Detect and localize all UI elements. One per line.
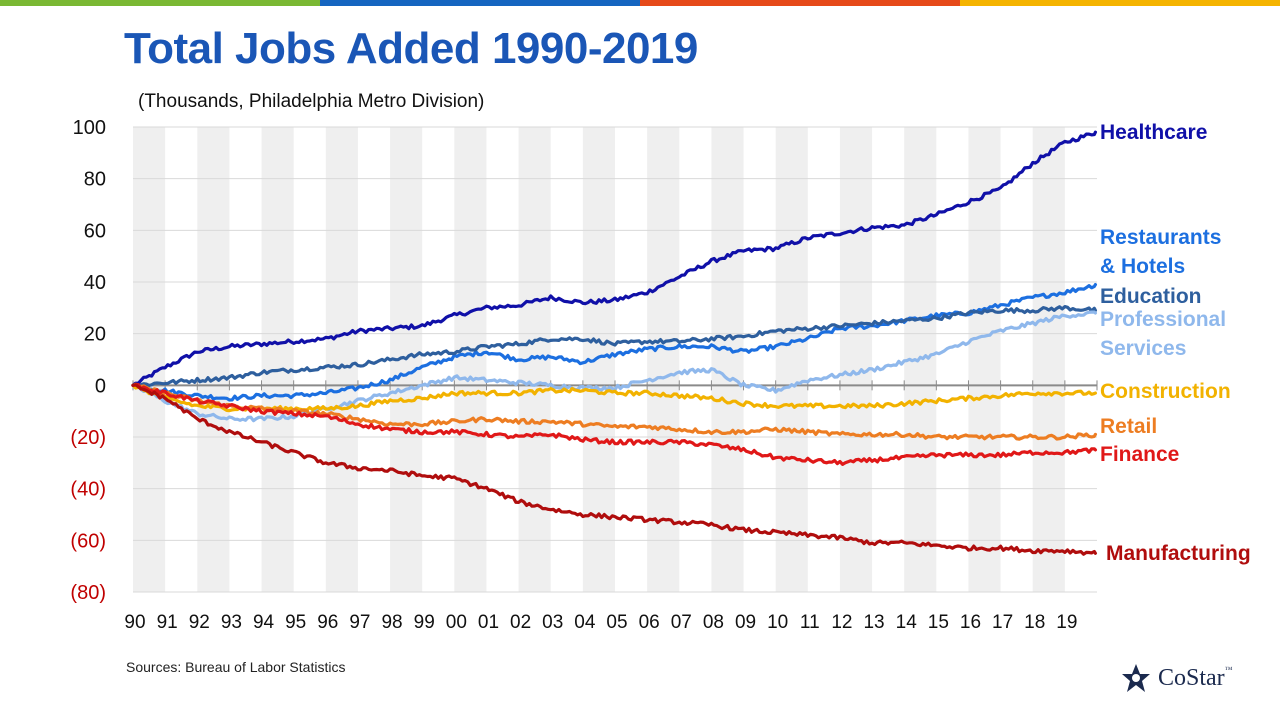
x-tick-label: 91 [157, 612, 178, 633]
series-label-line: Finance [1100, 443, 1179, 466]
series-label-line: Retail [1100, 415, 1157, 438]
y-tick-label: 80 [84, 169, 106, 191]
series-label-restaurants-hotels: Restaurants & Hotels [1100, 226, 1221, 278]
year-band [1032, 127, 1065, 592]
x-tick-label: 16 [960, 612, 981, 633]
x-tick-label: 13 [863, 612, 884, 633]
top-accent-yellow [960, 0, 1280, 6]
x-tick-label: 97 [349, 612, 370, 633]
x-tick-label: 01 [478, 612, 499, 633]
x-tick-label: 99 [414, 612, 435, 633]
costar-logo: CoStar™ [1120, 662, 1233, 694]
x-tick-label: 06 [639, 612, 660, 633]
series-label-professional-services: Professional Services [1100, 308, 1226, 360]
top-accent-green [0, 0, 320, 6]
x-tick-label: 07 [671, 612, 692, 633]
series-line-manufacturing [131, 383, 1098, 556]
x-tick-label: 96 [317, 612, 338, 633]
source-note: Sources: Bureau of Labor Statistics [126, 659, 346, 675]
top-accent-blue [320, 0, 640, 6]
series-line-restaurants-hotels [131, 283, 1098, 402]
year-band [968, 127, 1001, 592]
series-label-line: Restaurants [1100, 226, 1221, 249]
series-label-line: Services [1100, 337, 1186, 360]
series-label-line: Professional [1100, 308, 1226, 331]
year-band [775, 127, 808, 592]
year-band [325, 127, 358, 592]
x-tick-label: 12 [831, 612, 852, 633]
series-labels: Healthcare Restaurants & Hotels EducationPr… [1100, 121, 1251, 565]
x-tick-label: 93 [221, 612, 242, 633]
series-label-line: Healthcare [1100, 121, 1207, 144]
y-tick-label: (80) [70, 582, 106, 604]
series-label-education: Education [1100, 285, 1202, 308]
y-tick-label: 40 [84, 272, 106, 294]
y-tick-label: (20) [70, 427, 106, 449]
x-tick-label: 94 [253, 612, 275, 633]
series-label-line: & Hotels [1100, 255, 1185, 278]
x-tick-label: 09 [735, 612, 756, 633]
x-tick-label: 15 [928, 612, 949, 633]
year-band [711, 127, 744, 592]
x-tick-label: 90 [124, 612, 145, 633]
series-label-line: Education [1100, 285, 1202, 308]
x-tick-label: 08 [703, 612, 724, 633]
year-bands [133, 127, 1065, 592]
chart-title: Total Jobs Added 1990-2019 [124, 24, 698, 73]
year-band [454, 127, 487, 592]
x-axis-ticks: 90 91 92 93 94 95 96 97 98 99 00 01 02 03 04 05 06 07 08 09… [124, 612, 1077, 633]
series-line-retail [131, 382, 1098, 441]
x-tick-label: 03 [542, 612, 563, 633]
y-tick-label: (60) [70, 530, 106, 552]
year-band [197, 127, 230, 592]
y-tick-label: 100 [73, 117, 106, 139]
logo-wordmark: CoStar™ [1158, 664, 1233, 691]
x-tick-label: 18 [1024, 612, 1045, 633]
x-tick-label: 17 [992, 612, 1013, 633]
year-band [647, 127, 680, 592]
series-label-manufacturing: Manufacturing [1106, 542, 1251, 565]
x-tick-label: 10 [767, 612, 788, 633]
year-band [133, 127, 166, 592]
x-tick-label: 95 [285, 612, 306, 633]
series-label-construction: Construction [1100, 380, 1231, 403]
series-label-retail: Retail [1100, 415, 1157, 438]
gridlines [132, 126, 1098, 593]
y-tick-label: (40) [70, 479, 106, 501]
top-accent-orange [640, 0, 960, 6]
series-line-education [131, 305, 1098, 388]
x-tick-label: 19 [1056, 612, 1077, 633]
year-band [261, 127, 294, 592]
series-line-finance [131, 383, 1098, 466]
costar-star-icon [1122, 664, 1150, 692]
chart-subtitle: (Thousands, Philadelphia Metro Division) [138, 91, 485, 112]
x-tick-label: 14 [896, 612, 918, 633]
y-axis-ticks: 100 80 60 40 20 0 (20) (40) (60) (80) [70, 117, 106, 604]
series-label-line: Manufacturing [1106, 542, 1251, 565]
x-tick-label: 05 [606, 612, 627, 633]
y-tick-label: 60 [84, 220, 106, 242]
x-tick-label: 02 [510, 612, 531, 633]
x-tick-label: 11 [800, 612, 820, 633]
x-tick-label: 98 [381, 612, 402, 633]
year-band [839, 127, 873, 592]
series-line-healthcare [131, 130, 1098, 387]
series-label-healthcare: Healthcare [1100, 121, 1207, 144]
x-tick-label: 00 [446, 612, 467, 633]
top-accent-bar [0, 0, 1280, 6]
series-label-finance: Finance [1100, 443, 1179, 466]
y-tick-label: 20 [84, 324, 106, 346]
y-tick-label: 0 [95, 375, 106, 397]
x-tick-label: 04 [574, 612, 596, 633]
series-lines [131, 130, 1098, 556]
series-label-line: Construction [1100, 380, 1231, 403]
x-tick-label: 92 [189, 612, 210, 633]
